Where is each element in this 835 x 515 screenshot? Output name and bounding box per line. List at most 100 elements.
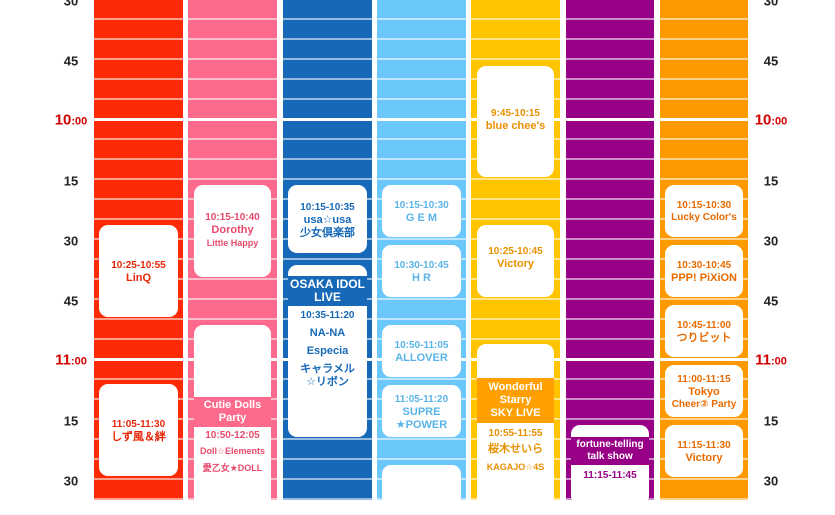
event-card-victory[interactable]: 11:15-11:30 Victory xyxy=(665,425,743,477)
event-band-title: Wonderful Starry SKY LIVE xyxy=(477,378,554,423)
event-card-dorothy[interactable]: 10:15-10:40 Dorothy Little Happy xyxy=(194,185,271,277)
event-performer: Especia xyxy=(306,345,349,357)
hour-line xyxy=(660,118,748,121)
event-card-victory[interactable]: 10:25-10:45 Victory xyxy=(477,225,554,297)
event-time: 9:45-10:15 xyxy=(491,108,540,119)
time-label-hour: 11:00 xyxy=(755,351,787,369)
time-axis-right: 30 45 10:00 15 30 45 11:00 15 30 xyxy=(736,0,806,489)
event-card-blue-chees[interactable]: 9:45-10:15 blue chee's xyxy=(477,66,554,177)
event-time: 10:25-10:45 xyxy=(488,246,543,257)
event-card-cutie-dolls-party[interactable]: Cutie Dolls Party 10:50-12:05 Doll☆Eleme… xyxy=(194,325,271,515)
event-time: 11:05-11:20 xyxy=(394,394,449,405)
event-card-ppp-pixion[interactable]: 10:30-10:45 PPP! PiXiON xyxy=(665,245,743,297)
event-performer: blue chee's xyxy=(485,120,546,132)
event-card-gem[interactable]: 10:15-10:30 G E M xyxy=(382,185,461,237)
hour-line xyxy=(283,118,372,121)
stage-column-yellow: 9:45-10:15 blue chee's 10:25-10:45 Victo… xyxy=(471,0,560,514)
stage-column-purple: fortune-telling talk show 11:15-11:45 xyxy=(566,0,654,505)
event-performer: 桜木せいら xyxy=(488,443,543,455)
time-label: 30 xyxy=(63,0,79,9)
stage-column-red: 10:25-10:55 LinQ 11:05-11:30 しず風＆絆 xyxy=(94,0,183,500)
event-performer: SUPRE xyxy=(402,406,441,418)
event-performer: しず風＆絆 xyxy=(111,431,166,443)
event-performer: ★POWER xyxy=(395,419,448,431)
event-performer: G E M xyxy=(405,212,438,224)
event-performer: KAGAJO☆4S xyxy=(486,462,545,472)
time-label-hour: 10:00 xyxy=(54,111,88,129)
event-card[interactable] xyxy=(382,465,461,505)
time-label-hour: 10:00 xyxy=(754,111,788,129)
event-card-linq[interactable]: 10:25-10:55 LinQ xyxy=(99,225,178,317)
hour-line xyxy=(566,118,654,121)
event-card-allover[interactable]: 10:50-11:05 ALLOVER xyxy=(382,325,461,377)
band-line: fortune-telling xyxy=(576,439,644,450)
hour-line xyxy=(94,358,183,361)
time-label: 15 xyxy=(763,173,779,189)
event-performer: Cheer② Party xyxy=(671,399,737,410)
time-label: 45 xyxy=(63,53,79,69)
event-time: 11:15-11:45 xyxy=(583,470,637,481)
event-performer: ALLOVER xyxy=(395,352,448,364)
time-label: 30 xyxy=(63,233,79,249)
event-performer: ☆リボン xyxy=(306,376,349,388)
time-label: 15 xyxy=(763,413,779,429)
event-time: 11:15-11:30 xyxy=(677,440,731,451)
time-label-hour: 11:00 xyxy=(55,351,87,369)
hour-line xyxy=(377,118,466,121)
event-card-shizukaze[interactable]: 11:05-11:30 しず風＆絆 xyxy=(99,384,178,476)
event-performer: Lucky Color's xyxy=(671,212,737,223)
event-band-title: fortune-telling talk show xyxy=(571,437,649,465)
event-performer: PPP! PiXiON xyxy=(670,272,738,284)
event-performer: Tokyo xyxy=(688,386,720,398)
event-time: 10:45-11:00 xyxy=(677,320,731,331)
event-band-title: Cutie Dolls Party xyxy=(194,397,271,427)
event-time: 10:50-12:05 xyxy=(205,430,260,441)
time-label: 15 xyxy=(63,173,79,189)
stage-column-sky: 10:15-10:30 G E M 10:30-10:45 H R 10:50-… xyxy=(377,0,466,505)
time-label: 45 xyxy=(63,293,79,309)
event-performer-sub: Little Happy xyxy=(206,238,259,248)
event-card-tokyo-cheer-party[interactable]: 11:00-11:15 Tokyo Cheer② Party xyxy=(665,365,743,417)
event-performer: つりビット xyxy=(676,332,732,344)
band-line: Wonderful xyxy=(488,381,543,393)
stage-column-orange: 10:15-10:30 Lucky Color's 10:30-10:45 PP… xyxy=(660,0,748,500)
event-time: 11:00-11:15 xyxy=(677,374,731,385)
event-time: 10:30-10:45 xyxy=(394,260,449,271)
band-line: Starry xyxy=(499,394,532,406)
event-card-supre-power[interactable]: 11:05-11:20 SUPRE ★POWER xyxy=(382,385,461,437)
event-performer: Dorothy xyxy=(211,224,254,236)
event-card-hr[interactable]: 10:30-10:45 H R xyxy=(382,245,461,297)
band-line: talk show xyxy=(587,451,633,462)
time-label: 45 xyxy=(763,293,779,309)
event-performer: LinQ xyxy=(125,272,152,284)
event-performer: H R xyxy=(412,272,431,284)
event-time: 10:25-10:55 xyxy=(111,260,166,271)
event-time: 10:50-11:05 xyxy=(394,340,449,351)
hour-line xyxy=(566,358,654,361)
event-card-usausa[interactable]: 10:15-10:35 usa☆usa 少女倶楽部 xyxy=(288,185,367,253)
event-performer: NA-NA xyxy=(309,327,346,339)
event-time: 10:35-11:20 xyxy=(300,310,355,321)
event-time: 10:30-10:45 xyxy=(676,260,732,271)
event-performer: 少女倶楽部 xyxy=(300,227,355,239)
stage-column-pink: 10:15-10:40 Dorothy Little Happy Cutie D… xyxy=(188,0,277,515)
hour-line xyxy=(94,118,183,121)
event-card-wonderful-starry-sky-live[interactable]: Wonderful Starry SKY LIVE 10:55-11:55 桜木… xyxy=(477,344,554,514)
time-label: 45 xyxy=(763,53,779,69)
time-label: 30 xyxy=(763,233,779,249)
event-performer: Doll☆Elements xyxy=(199,446,266,456)
event-performer: Victory xyxy=(685,452,723,464)
event-performer: usa☆usa xyxy=(303,214,352,226)
event-card-tsuri-bit[interactable]: 10:45-11:00 つりビット xyxy=(665,305,743,357)
event-card-fortune-telling-talk-show[interactable]: fortune-telling talk show 11:15-11:45 xyxy=(571,425,649,505)
event-time: 11:05-11:30 xyxy=(111,419,166,430)
event-time: 10:55-11:55 xyxy=(488,428,543,439)
event-performer: キャラメル xyxy=(300,363,355,375)
time-label: 30 xyxy=(763,0,779,9)
event-card-osaka-idol-live[interactable]: OSAKA IDOL LIVE 10:35-11:20 NA-NA Especi… xyxy=(288,265,367,437)
event-time: 10:15-10:40 xyxy=(205,212,260,223)
time-label: 15 xyxy=(63,413,79,429)
event-time: 10:15-10:35 xyxy=(300,202,355,213)
hour-line xyxy=(188,118,277,121)
event-card-lucky-colors[interactable]: 10:15-10:30 Lucky Color's xyxy=(665,185,743,237)
